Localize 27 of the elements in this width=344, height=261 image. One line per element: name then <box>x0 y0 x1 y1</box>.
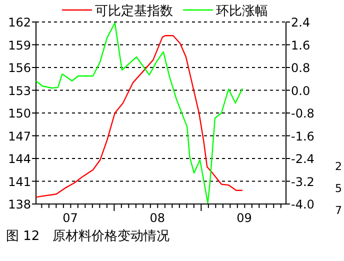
y2-tick-label: -1.6 <box>291 129 314 144</box>
y-tick-label: 147 <box>8 129 31 144</box>
text: 5 <box>335 182 342 195</box>
y-tick-label: 138 <box>8 198 31 212</box>
y-tick-label: 144 <box>8 152 31 166</box>
x-tick-label: 08 <box>150 211 166 225</box>
x-tick-label: 09 <box>236 211 252 225</box>
y2-tick-label: 1.6 <box>291 38 310 52</box>
x-tick-label: 07 <box>62 211 78 225</box>
y2-tick-label: -2.4 <box>291 152 314 166</box>
y-tick-label: 156 <box>8 61 31 75</box>
y2-tick-label: -0.8 <box>291 106 314 120</box>
y-tick-label: 153 <box>8 84 31 98</box>
legend-label: 环比涨幅 <box>216 4 268 19</box>
y2-tick-label: 2.4 <box>291 16 310 30</box>
y-tick-label: 162 <box>8 16 31 30</box>
y2-tick-label: -4.0 <box>291 198 314 212</box>
text: 2 <box>335 160 342 173</box>
y-tick-label: 141 <box>8 174 31 189</box>
y2-tick-label: 0.0 <box>291 84 310 98</box>
y-tick-label: 150 <box>8 106 31 120</box>
legend-label: 可比定基指数 <box>95 4 173 19</box>
text: 图 12 原材料价格变动情况 <box>6 229 170 244</box>
y2-tick-label: -3.2 <box>291 174 314 189</box>
text: 7 <box>335 204 342 217</box>
y-tick-label: 159 <box>8 38 31 52</box>
y2-tick-label: 0.8 <box>291 61 310 75</box>
